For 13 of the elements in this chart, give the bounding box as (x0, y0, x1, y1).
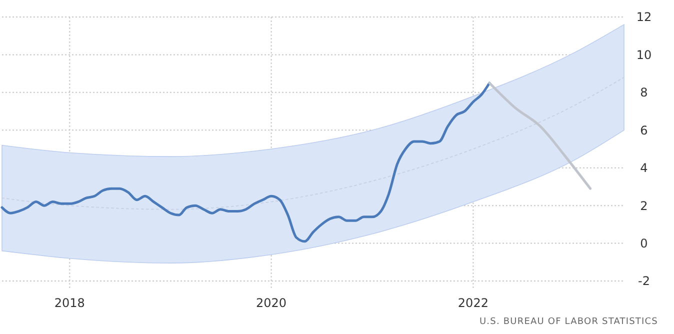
x-tick-label: 2022 (458, 296, 488, 310)
x-tick-label: 2020 (256, 296, 287, 310)
y-tick-label: 4 (640, 161, 648, 176)
y-tick-label: -2 (638, 274, 650, 288)
y-tick-label: 6 (640, 123, 648, 138)
y-tick-label: 12 (636, 10, 652, 24)
x-tick-label: 2018 (54, 296, 85, 310)
y-tick-label: 10 (636, 48, 652, 62)
y-tick-label: 8 (640, 86, 648, 100)
text: U.S. BUREAU OF LABOR STATISTICS (480, 317, 658, 327)
line-series (0, 82, 491, 243)
y-tick-label: 2 (640, 198, 648, 213)
y-tick-label: 0 (640, 236, 648, 250)
